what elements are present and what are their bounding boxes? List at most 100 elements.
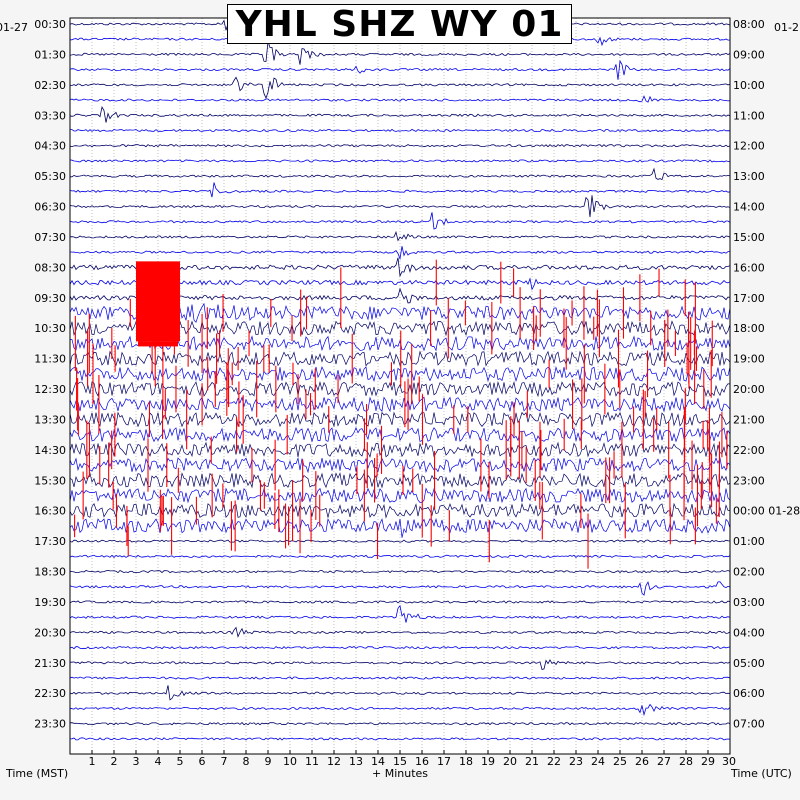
trace-row [69, 570, 731, 574]
right-axis-label: Time (UTC) [730, 767, 792, 780]
trace-row [69, 335, 731, 352]
x-axis-label: + Minutes [372, 767, 428, 780]
left-hour-label: 04:30 [34, 140, 66, 153]
chart-title: YHL SHZ WY 01 [235, 3, 564, 45]
trace-row [69, 581, 731, 596]
right-hour-label: 16:00 [733, 261, 765, 274]
right-hour-label: 21:00 [733, 413, 765, 426]
trace-row [69, 350, 731, 367]
right-hour-label: 05:00 [733, 657, 765, 670]
x-tick-label: 13 [349, 755, 363, 768]
seismic-traces [69, 19, 731, 741]
right-hour-label: 22:00 [733, 444, 765, 457]
x-tick-label: 2 [111, 755, 118, 768]
x-tick-label: 20 [503, 755, 517, 768]
title-box: YHL SHZ WY 01 [227, 3, 572, 45]
x-tick-label: 8 [243, 755, 250, 768]
x-tick-label: 24 [591, 755, 605, 768]
trace-row [69, 626, 731, 638]
trace-row [69, 676, 731, 680]
trace-row [69, 502, 730, 519]
left-hour-label: 17:30 [34, 535, 66, 548]
trace-row [69, 212, 731, 230]
left-hour-label: 09:30 [34, 292, 66, 305]
left-hour-label: 06:30 [34, 201, 66, 214]
right-hour-label: 01:00 [733, 535, 765, 548]
trace-row [69, 59, 731, 80]
left-hour-label: 11:30 [34, 353, 66, 366]
trace-row [69, 600, 731, 604]
axis-labels: 00:30 01:30 02:30 03:30 04:30 05:30 06:30 07:30… [34, 18, 800, 768]
trace-row [69, 646, 731, 650]
x-tick-label: 11 [305, 755, 319, 768]
right-hour-label: 02:00 [733, 566, 765, 579]
trace-row [69, 41, 731, 65]
clipped-overlays [74, 259, 728, 569]
left-hour-label: 14:30 [34, 444, 66, 457]
trace-row [69, 106, 731, 123]
x-tick-label: 30 [722, 755, 736, 768]
trace-row [69, 76, 731, 100]
x-tick-label: 6 [199, 755, 206, 768]
trace-row [69, 472, 731, 489]
right-hour-label: 12:00 [733, 140, 765, 153]
right-hour-label: 20:00 [733, 383, 765, 396]
x-tick-label: 29 [701, 755, 715, 768]
x-tick-label: 23 [569, 755, 583, 768]
trace-row [69, 246, 731, 261]
right-hour-label: 17:00 [733, 292, 765, 305]
trace-row [69, 159, 731, 163]
trace-row [69, 722, 731, 726]
right-hour-label: 03:00 [733, 596, 765, 609]
right-hour-label: 13:00 [733, 170, 765, 183]
left-axis-label: Time (MST) [5, 767, 68, 780]
right-hour-label: 18:00 [733, 322, 765, 335]
left-hour-label: 01:30 [34, 48, 66, 61]
x-tick-label: 3 [133, 755, 140, 768]
left-hour-label: 19:30 [34, 596, 66, 609]
trace-row [69, 182, 731, 198]
left-hour-label: 18:30 [34, 566, 66, 579]
left-hour-label: 10:30 [34, 322, 66, 335]
trace-row [69, 487, 731, 504]
x-tick-label: 14 [371, 755, 385, 768]
x-tick-label: 19 [481, 755, 495, 768]
trace-row [69, 703, 731, 717]
trace-row [69, 517, 731, 538]
x-tick-label: 22 [547, 755, 561, 768]
trace-row [70, 167, 731, 181]
trace-row [69, 95, 731, 103]
x-tick-label: 26 [635, 755, 649, 768]
trace-row [69, 426, 731, 443]
right-hour-label: 10:00 [733, 79, 765, 92]
right-hour-label: 06:00 [733, 687, 765, 700]
right-hour-label: 00:00 01-28 [733, 505, 800, 518]
trace-row [69, 195, 731, 218]
x-tick-label: 1 [89, 755, 96, 768]
trace-row [69, 411, 731, 428]
x-tick-label: 9 [265, 755, 272, 768]
trace-row [69, 396, 731, 413]
trace-row [70, 128, 731, 133]
right-hour-label: 04:00 [733, 626, 765, 639]
trace-row [69, 441, 731, 458]
right-hour-label: 15:00 [733, 231, 765, 244]
left-hour-label: 00:30 [34, 18, 66, 31]
x-tick-label: 21 [525, 755, 539, 768]
right-hour-label: 19:00 [733, 353, 765, 366]
right-hour-label: 07:00 [733, 718, 765, 731]
clipped-block [136, 261, 180, 342]
x-tick-label: 10 [283, 755, 297, 768]
x-tick-label: 7 [221, 755, 228, 768]
x-tick-label: 17 [437, 755, 451, 768]
right-hour-label: 14:00 [733, 201, 765, 214]
left-hour-label: 13:30 [34, 413, 66, 426]
left-hour-label: 05:30 [34, 170, 66, 183]
x-tick-label: 28 [679, 755, 693, 768]
left-hour-label: 02:30 [34, 79, 66, 92]
x-tick-label: 18 [459, 755, 473, 768]
trace-row [69, 456, 731, 474]
trace-row [69, 737, 731, 741]
left-hour-label: 20:30 [34, 626, 66, 639]
